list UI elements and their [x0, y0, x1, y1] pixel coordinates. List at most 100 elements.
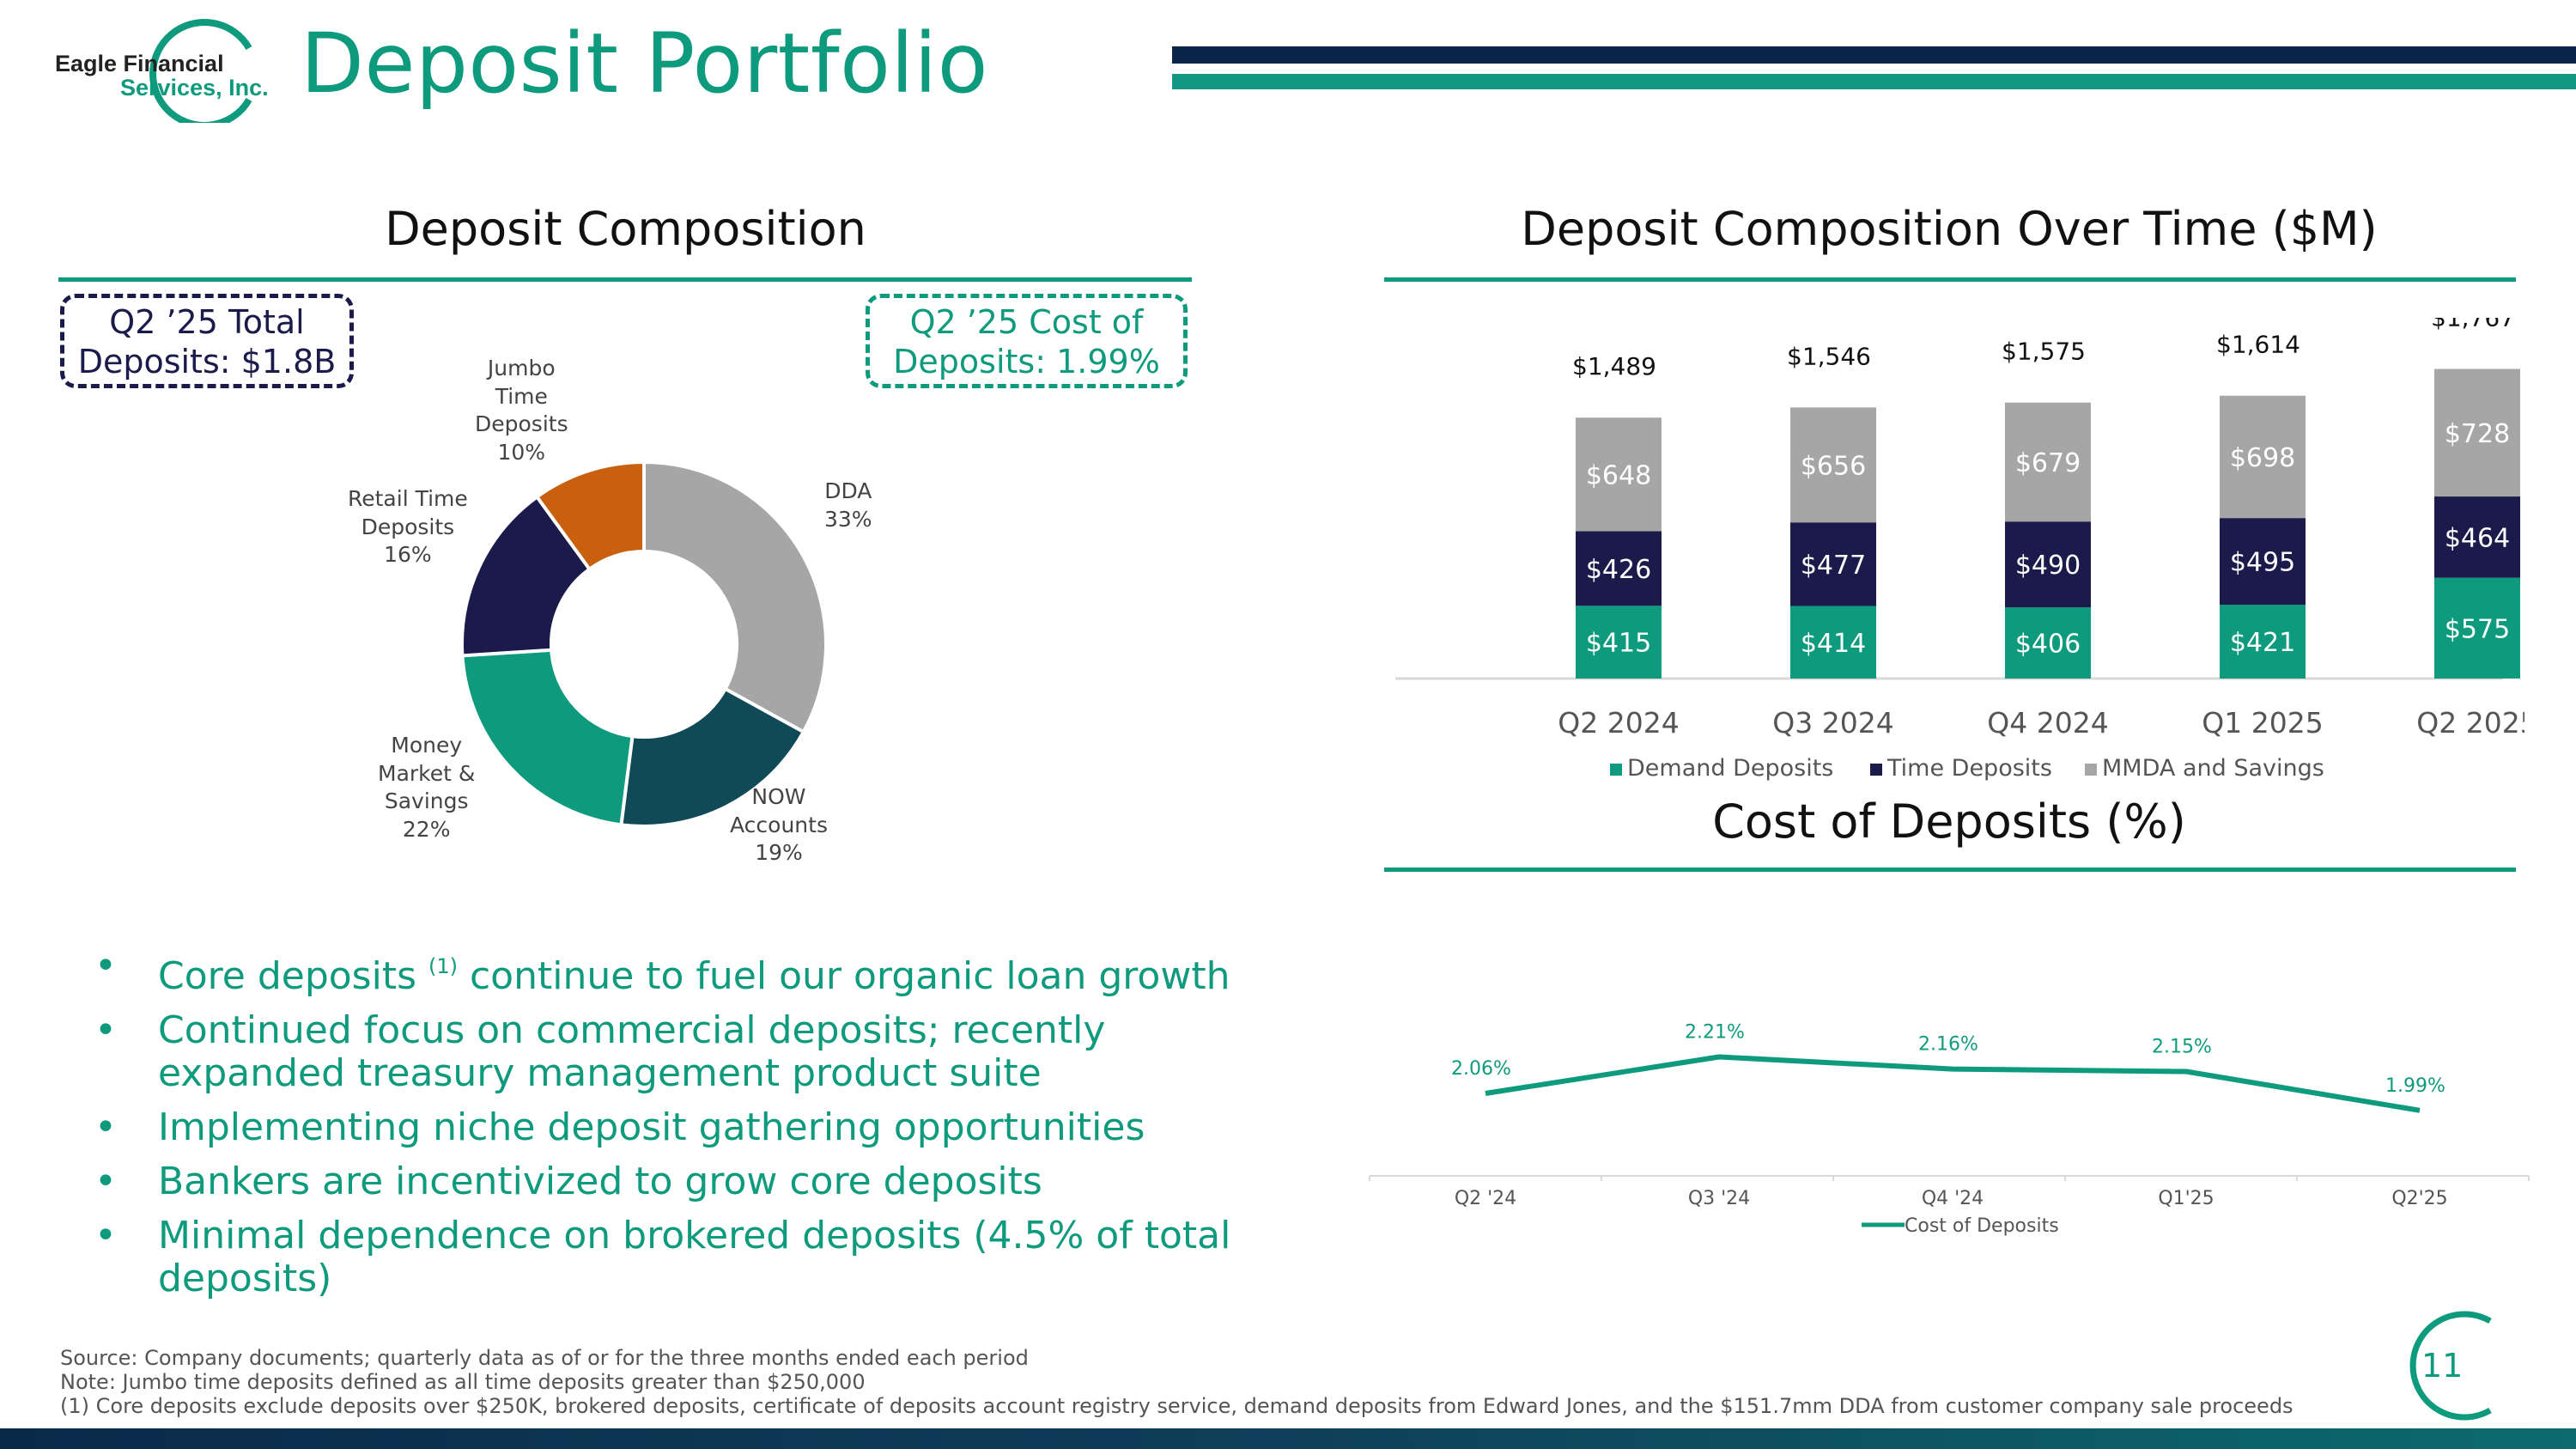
composition-over-time-heading: Deposit Composition Over Time ($M)	[1521, 202, 2378, 256]
donut-label-line: Money	[391, 733, 463, 758]
bar-value-label: $421	[2230, 628, 2295, 658]
legend-label-demand-deposits: Demand Deposits	[1627, 755, 1833, 782]
total-deposits-line1: Q2 ’25 Total	[109, 303, 305, 341]
bar-value-label: $490	[2015, 551, 2081, 581]
bar-time-deposits-q4-2024	[2005, 521, 2091, 608]
bar-value-label: $426	[1586, 555, 1651, 585]
x-tick-label: Q4 '24	[1922, 1188, 1984, 1209]
bar-time-deposits-q2-2025	[2434, 496, 2520, 578]
donut-label-line: DDA	[824, 478, 872, 503]
x-tick-label: Q1'25	[2158, 1188, 2214, 1209]
cost-callout-line1: Q2 ’25 Cost of	[909, 303, 1144, 341]
header-bar-teal	[1172, 74, 2576, 89]
legend-label-cost-of-deposits: Cost of Deposits	[1905, 1215, 2059, 1237]
bar-mmda-and-savings-q2-2025	[2434, 368, 2520, 497]
bar-mmda-and-savings-q4-2024	[2005, 402, 2091, 522]
donut-label-line: Savings	[384, 788, 469, 813]
donut-label-line: Deposits	[475, 411, 568, 436]
bullet-bankers-incentivized: Bankers are incentivized to grow core de…	[94, 1160, 1254, 1204]
core-deposits-footnote: (1) Core deposits exclude deposits over …	[60, 1394, 2293, 1418]
donut-label-line: Retail Time	[348, 486, 468, 511]
footnote-ref: (1)	[428, 954, 458, 978]
cost-of-deposits-heading: Cost of Deposits (%)	[1712, 795, 2186, 849]
cost-of-deposits-line	[1485, 1054, 2421, 1113]
cost-of-deposits-callout: Q2 ’25 Cost of Deposits: 1.99%	[866, 294, 1188, 388]
bullet-text: continue to fuel our organic loan growth	[457, 954, 1230, 998]
x-tick-label: Q2 2025	[2416, 706, 2524, 740]
bar-value-label: $406	[2015, 630, 2081, 660]
total-deposits-line2: Deposits: $1.8B	[77, 342, 337, 381]
donut-label-line: 10%	[497, 439, 546, 465]
header-bar-navy	[1172, 46, 2576, 64]
source-note: Source: Company documents; quarterly dat…	[60, 1346, 1029, 1370]
bar-total-label: $1,614	[2216, 331, 2300, 359]
x-tick-label: Q2'25	[2391, 1188, 2447, 1209]
legend-swatch-time-deposits	[1870, 764, 1882, 776]
line-data-label: 2.21%	[1685, 1022, 1745, 1044]
bar-demand-deposits-q1-2025	[2220, 605, 2306, 679]
bar-value-label: $414	[1801, 629, 1866, 659]
bullet-text: Bankers are incentivized to grow core de…	[158, 1160, 1042, 1203]
company-logo: Eagle Financial Services, Inc.	[50, 15, 273, 123]
total-deposits-callout: Q2 ’25 Total Deposits: $1.8B	[60, 294, 354, 388]
donut-label-line: Time	[495, 383, 548, 409]
bar-value-label: $575	[2445, 614, 2510, 644]
page-title: Deposit Portfolio	[301, 15, 988, 112]
bar-total-label: $1,489	[1572, 352, 1656, 381]
donut-slice-retail-time	[460, 494, 592, 658]
bar-value-label: $679	[2015, 448, 2081, 478]
key-points-list: Core deposits (1) continue to fuel our o…	[94, 945, 1254, 1312]
donut-label-line: 16%	[384, 542, 432, 567]
bar-total-label: $1,575	[2002, 338, 2086, 366]
donut-label-line: Accounts	[730, 812, 828, 837]
bar-total-label: $1,546	[1787, 342, 1871, 370]
page-number: 11	[2421, 1347, 2464, 1385]
cost-callout-line2: Deposits: 1.99%	[893, 342, 1160, 381]
legend-label-mmda-and-savings: MMDA and Savings	[2102, 755, 2324, 782]
bar-value-label: $648	[1586, 460, 1651, 490]
logo-line-1: Eagle Financial	[55, 51, 224, 76]
bullet-core-deposits: Core deposits (1) continue to fuel our o…	[94, 945, 1254, 998]
x-tick-label: Q3 '24	[1688, 1188, 1750, 1209]
donut-label-line: 33%	[824, 506, 872, 532]
x-tick-label: Q1 2025	[2202, 706, 2323, 740]
bullet-niche-deposits: Implementing niche deposit gathering opp…	[94, 1105, 1254, 1150]
bar-mmda-and-savings-q2-2024	[1576, 417, 1662, 532]
donut-label-jumbo-time: Jumbo Time Deposits 10%	[475, 355, 568, 466]
x-tick-label: Q2 2024	[1558, 706, 1679, 740]
deposit-composition-bar-chart: $415 $426 $648 $1,489 Q2 2024 $414 $477 $656 $1,…	[1395, 318, 2524, 782]
bar-value-label: $495	[2230, 548, 2295, 578]
bar-time-deposits-q1-2025	[2220, 518, 2306, 606]
donut-label-line: Market &	[378, 760, 476, 786]
donut-label-line: Deposits	[361, 514, 455, 539]
line-data-label: 2.16%	[1918, 1034, 1978, 1056]
bar-value-label: $656	[1801, 451, 1866, 481]
bar-value-label: $464	[2445, 523, 2510, 553]
x-tick-label: Q4 2024	[1987, 706, 2108, 740]
bullet-text: Implementing niche deposit gathering opp…	[158, 1105, 1145, 1149]
bar-demand-deposits-q2-2025	[2434, 577, 2520, 679]
bar-value-label: $698	[2230, 443, 2295, 473]
bar-value-label: $728	[2445, 419, 2510, 449]
bar-mmda-and-savings-q1-2025	[2220, 395, 2306, 519]
legend-label-time-deposits: Time Deposits	[1886, 755, 2052, 782]
donut-label-line: NOW	[751, 784, 806, 809]
donut-slice-jumbo	[534, 460, 646, 572]
bar-time-deposits-q2-2024	[1576, 531, 1662, 606]
composition-over-time-rule	[1384, 277, 2516, 282]
cost-of-deposits-rule	[1384, 868, 2516, 872]
donut-label-retail-time: Retail Time Deposits 16%	[348, 485, 468, 569]
donut-label-dda: DDA 33%	[824, 478, 872, 533]
donut-label-money-market: Money Market & Savings 22%	[378, 732, 475, 843]
donut-slice-dda	[642, 460, 828, 734]
donut-label-now-accounts: NOW Accounts 19%	[730, 783, 828, 868]
deposit-composition-heading: Deposit Composition	[385, 202, 866, 256]
cost-of-deposits-line-chart: 2.06% Q2 '24 2.21% Q3 '24 2.16% Q4 '24 2.15% Q1…	[1369, 1022, 2530, 1237]
bullet-text: Continued focus on commercial deposits; …	[158, 1008, 1106, 1095]
donut-label-line: 22%	[402, 816, 451, 842]
deposit-composition-rule	[58, 277, 1192, 282]
bar-demand-deposits-q4-2024	[2005, 607, 2091, 679]
legend-swatch-mmda-and-savings	[2085, 764, 2097, 776]
bullet-text: Minimal dependence on brokered deposits …	[158, 1214, 1231, 1300]
footnotes: Source: Company documents; quarterly dat…	[60, 1346, 2293, 1418]
